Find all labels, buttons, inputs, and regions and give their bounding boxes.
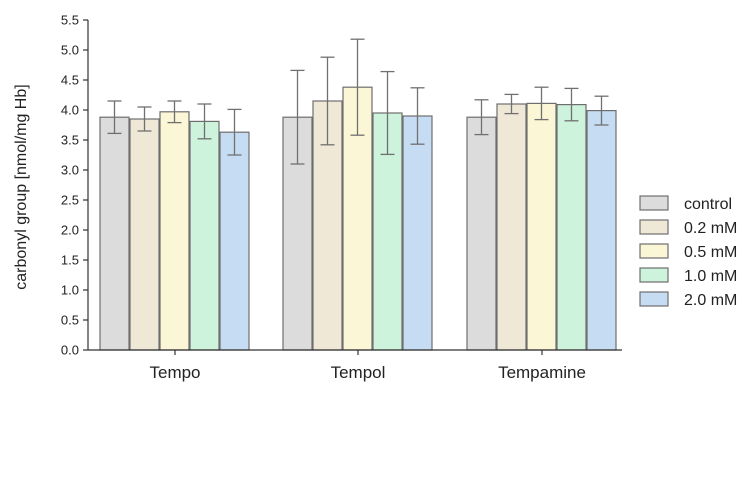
y-tick-label: 4.0 (61, 103, 79, 118)
legend-label: 0.2 mM (684, 220, 737, 237)
bar-tempo-1 (129, 118, 160, 351)
y-tick-label: 2.0 (61, 223, 79, 238)
bar-tempamine-2 (526, 102, 557, 351)
legend: control 0.2 mM 0.5 mM 1.0 mM 2.0 mM (639, 195, 737, 309)
error-bar-tempol-2 (350, 38, 365, 136)
legend-label: 1.0 mM (684, 268, 737, 285)
legend-swatch (639, 243, 669, 259)
y-tick-label: 1.0 (61, 283, 79, 298)
x-tick-label: Tempol (331, 363, 386, 382)
bar-tempo-0 (99, 116, 130, 351)
y-tick-label: 2.5 (61, 193, 79, 208)
error-bar-tempo-2 (167, 100, 182, 124)
error-bar-tempo-1 (137, 106, 152, 132)
error-bar-tempamine-3 (564, 87, 579, 122)
y-tick-label: 5.5 (61, 13, 79, 28)
error-bar-tempo-3 (197, 103, 212, 140)
error-bar-tempamine-1 (504, 93, 519, 115)
legend-swatch (639, 291, 669, 307)
legend-swatch (639, 219, 669, 235)
legend-item: 0.2 mM (639, 219, 737, 237)
legend-label: control (684, 196, 732, 213)
x-tick-label: Tempo (149, 363, 200, 382)
bar-tempamine-1 (496, 103, 527, 351)
y-tick-label: 3.0 (61, 163, 79, 178)
error-bars-layer (107, 38, 609, 165)
legend-item: 0.5 mM (639, 243, 737, 261)
error-bar-tempo-4 (227, 108, 242, 156)
y-tick-label: 3.5 (61, 133, 79, 148)
y-axis-label: carbonyl group [nmol/mg Hb] (13, 84, 30, 289)
bar-tempamine-0 (466, 116, 497, 351)
bar-tempamine-4 (586, 109, 617, 351)
legend-swatch (639, 267, 669, 283)
bar-tempo-2 (159, 111, 190, 351)
legend-label: 2.0 mM (684, 292, 737, 309)
x-tick-label: Tempamine (498, 363, 586, 382)
error-bar-tempol-1 (320, 56, 335, 146)
error-bar-tempamine-0 (474, 99, 489, 136)
y-tick-label: 0.0 (61, 343, 79, 358)
error-bar-tempol-3 (380, 70, 395, 156)
error-bar-tempamine-4 (594, 95, 609, 126)
bar-tempo-3 (189, 120, 220, 351)
legend-label: 0.5 mM (684, 244, 737, 261)
bar-tempo-4 (219, 131, 250, 351)
axes-layer: Tempo Tempol Tempamine 0.0 0.5 1.0 1.5 2.0 2.5 3.… (61, 13, 622, 382)
error-bar-tempol-0 (290, 69, 305, 165)
error-bar-tempamine-2 (534, 86, 549, 121)
bar-tempol-4 (402, 115, 433, 351)
y-tick-label: 5.0 (61, 43, 79, 58)
legend-item: control (639, 195, 732, 213)
y-tick-label: 0.5 (61, 313, 79, 328)
legend-item: 1.0 mM (639, 267, 737, 285)
error-bar-tempo-0 (107, 100, 122, 135)
legend-item: 2.0 mM (639, 291, 737, 309)
y-tick-label: 1.5 (61, 253, 79, 268)
error-bar-tempol-4 (410, 87, 425, 145)
y-tick-label: 4.5 (61, 73, 79, 88)
bar-tempamine-3 (556, 103, 587, 351)
legend-swatch (639, 195, 669, 211)
